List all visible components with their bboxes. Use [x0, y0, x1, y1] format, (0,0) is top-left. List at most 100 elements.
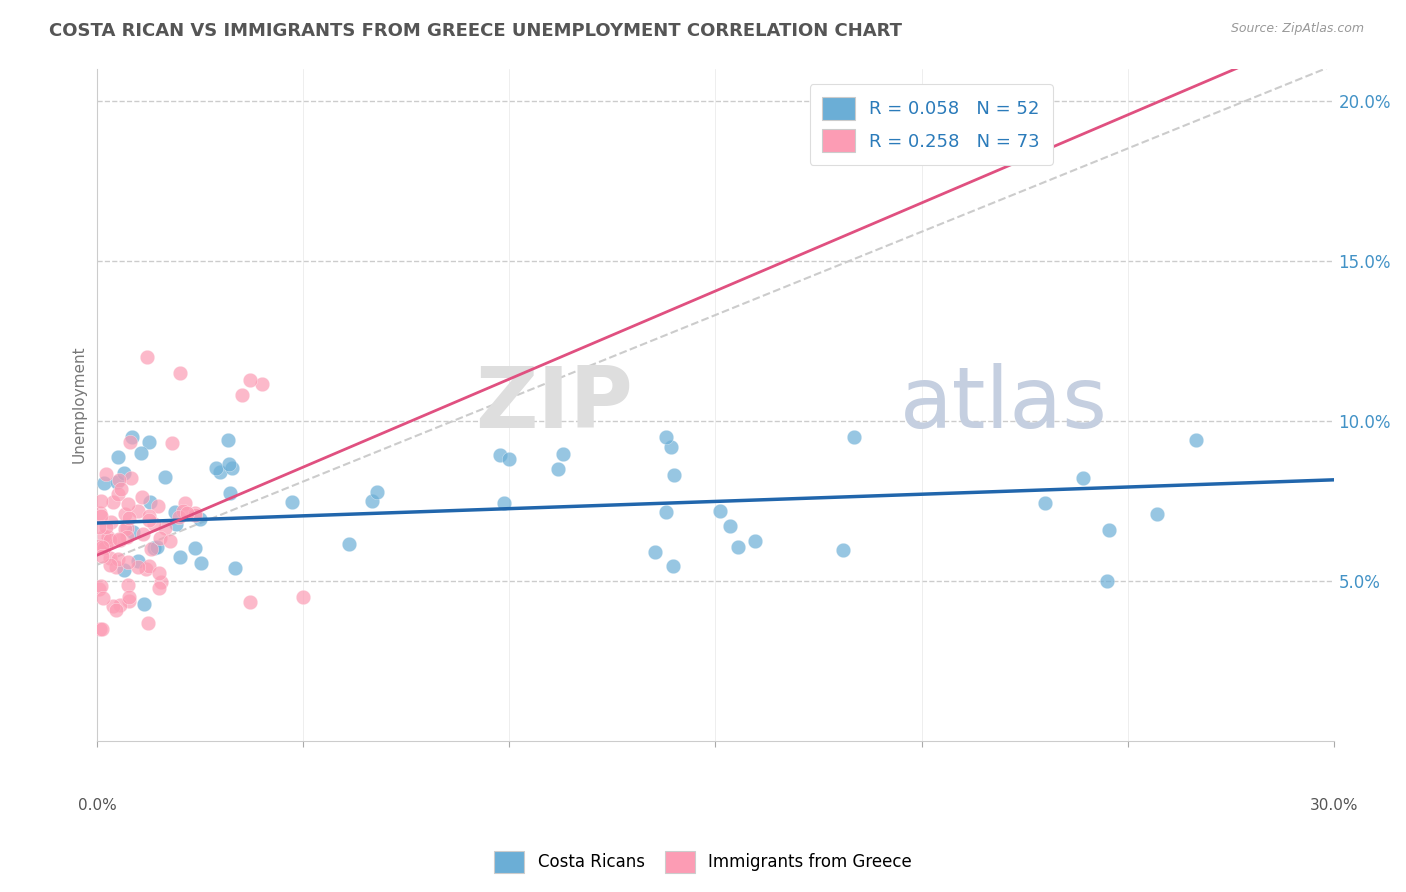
- Point: [231, 388, 253, 402]
- Point: [1035, 496, 1057, 510]
- Point: [664, 468, 686, 483]
- Point: [183, 541, 205, 556]
- Point: [153, 521, 176, 535]
- Text: 30.0%: 30.0%: [1309, 798, 1358, 814]
- Point: [118, 434, 141, 449]
- Point: [662, 558, 685, 573]
- Point: [101, 495, 124, 509]
- Point: [547, 461, 569, 475]
- Point: [167, 510, 190, 524]
- Point: [108, 533, 131, 548]
- Point: [142, 517, 165, 532]
- Point: [94, 467, 117, 482]
- Point: [127, 504, 149, 518]
- Point: [169, 550, 191, 565]
- Point: [360, 494, 382, 508]
- Point: [132, 527, 155, 541]
- Point: [551, 447, 574, 461]
- Point: [120, 470, 142, 484]
- Point: [91, 549, 114, 563]
- Point: [176, 507, 198, 521]
- Point: [498, 452, 520, 467]
- Point: [172, 504, 194, 518]
- Point: [139, 542, 162, 557]
- Point: [135, 561, 157, 575]
- Point: [138, 513, 160, 527]
- Point: [138, 509, 160, 524]
- Point: [1146, 507, 1168, 521]
- Point: [100, 558, 122, 573]
- Point: [91, 591, 114, 605]
- Legend: R = 0.058   N = 52, R = 0.258   N = 73: R = 0.058 N = 52, R = 0.258 N = 73: [810, 84, 1053, 165]
- Point: [655, 429, 678, 443]
- Point: [117, 590, 139, 604]
- Point: [205, 461, 228, 475]
- Point: [97, 530, 120, 544]
- Point: [149, 531, 172, 545]
- Point: [107, 450, 129, 464]
- Point: [138, 558, 160, 573]
- Point: [110, 483, 132, 497]
- Point: [115, 521, 138, 535]
- Point: [122, 525, 145, 540]
- Point: [1095, 574, 1118, 588]
- Point: [90, 508, 112, 523]
- Point: [90, 494, 112, 508]
- Point: [89, 506, 111, 520]
- Point: [90, 540, 112, 554]
- Point: [339, 536, 361, 550]
- Point: [107, 487, 129, 501]
- Point: [89, 539, 111, 553]
- Text: COSTA RICAN VS IMMIGRANTS FROM GREECE UNEMPLOYMENT CORRELATION CHART: COSTA RICAN VS IMMIGRANTS FROM GREECE UN…: [49, 22, 903, 40]
- Point: [131, 490, 153, 504]
- Point: [148, 581, 170, 595]
- Point: [104, 559, 127, 574]
- Point: [159, 534, 181, 549]
- Point: [1185, 433, 1208, 447]
- Point: [143, 541, 166, 555]
- Point: [718, 518, 741, 533]
- Point: [105, 475, 128, 490]
- Point: [100, 515, 122, 529]
- Point: [89, 520, 111, 534]
- Point: [224, 560, 246, 574]
- Point: [129, 446, 152, 460]
- Point: [252, 377, 274, 392]
- Point: [107, 551, 129, 566]
- Point: [148, 566, 170, 581]
- Point: [153, 470, 176, 484]
- Point: [488, 448, 510, 462]
- Point: [117, 555, 139, 569]
- Point: [93, 529, 115, 543]
- Point: [842, 429, 865, 443]
- Point: [127, 560, 149, 574]
- Point: [94, 536, 117, 550]
- Point: [165, 516, 187, 531]
- Point: [221, 461, 243, 475]
- Point: [150, 574, 173, 589]
- Point: [709, 504, 731, 518]
- Point: [148, 499, 170, 513]
- Point: [744, 534, 766, 549]
- Point: [173, 495, 195, 509]
- Point: [1071, 471, 1094, 485]
- Point: [136, 616, 159, 631]
- Point: [127, 554, 149, 568]
- Text: atlas: atlas: [900, 363, 1108, 446]
- Point: [217, 433, 239, 447]
- Point: [494, 496, 516, 510]
- Point: [655, 505, 678, 519]
- Point: [112, 563, 135, 577]
- Point: [169, 366, 191, 380]
- Point: [114, 522, 136, 536]
- Point: [115, 530, 138, 544]
- Point: [121, 429, 143, 443]
- Point: [117, 578, 139, 592]
- Point: [165, 505, 187, 519]
- Point: [118, 593, 141, 607]
- Point: [107, 474, 129, 488]
- Point: [108, 532, 131, 546]
- Point: [183, 508, 205, 522]
- Point: [108, 598, 131, 612]
- Point: [183, 506, 205, 520]
